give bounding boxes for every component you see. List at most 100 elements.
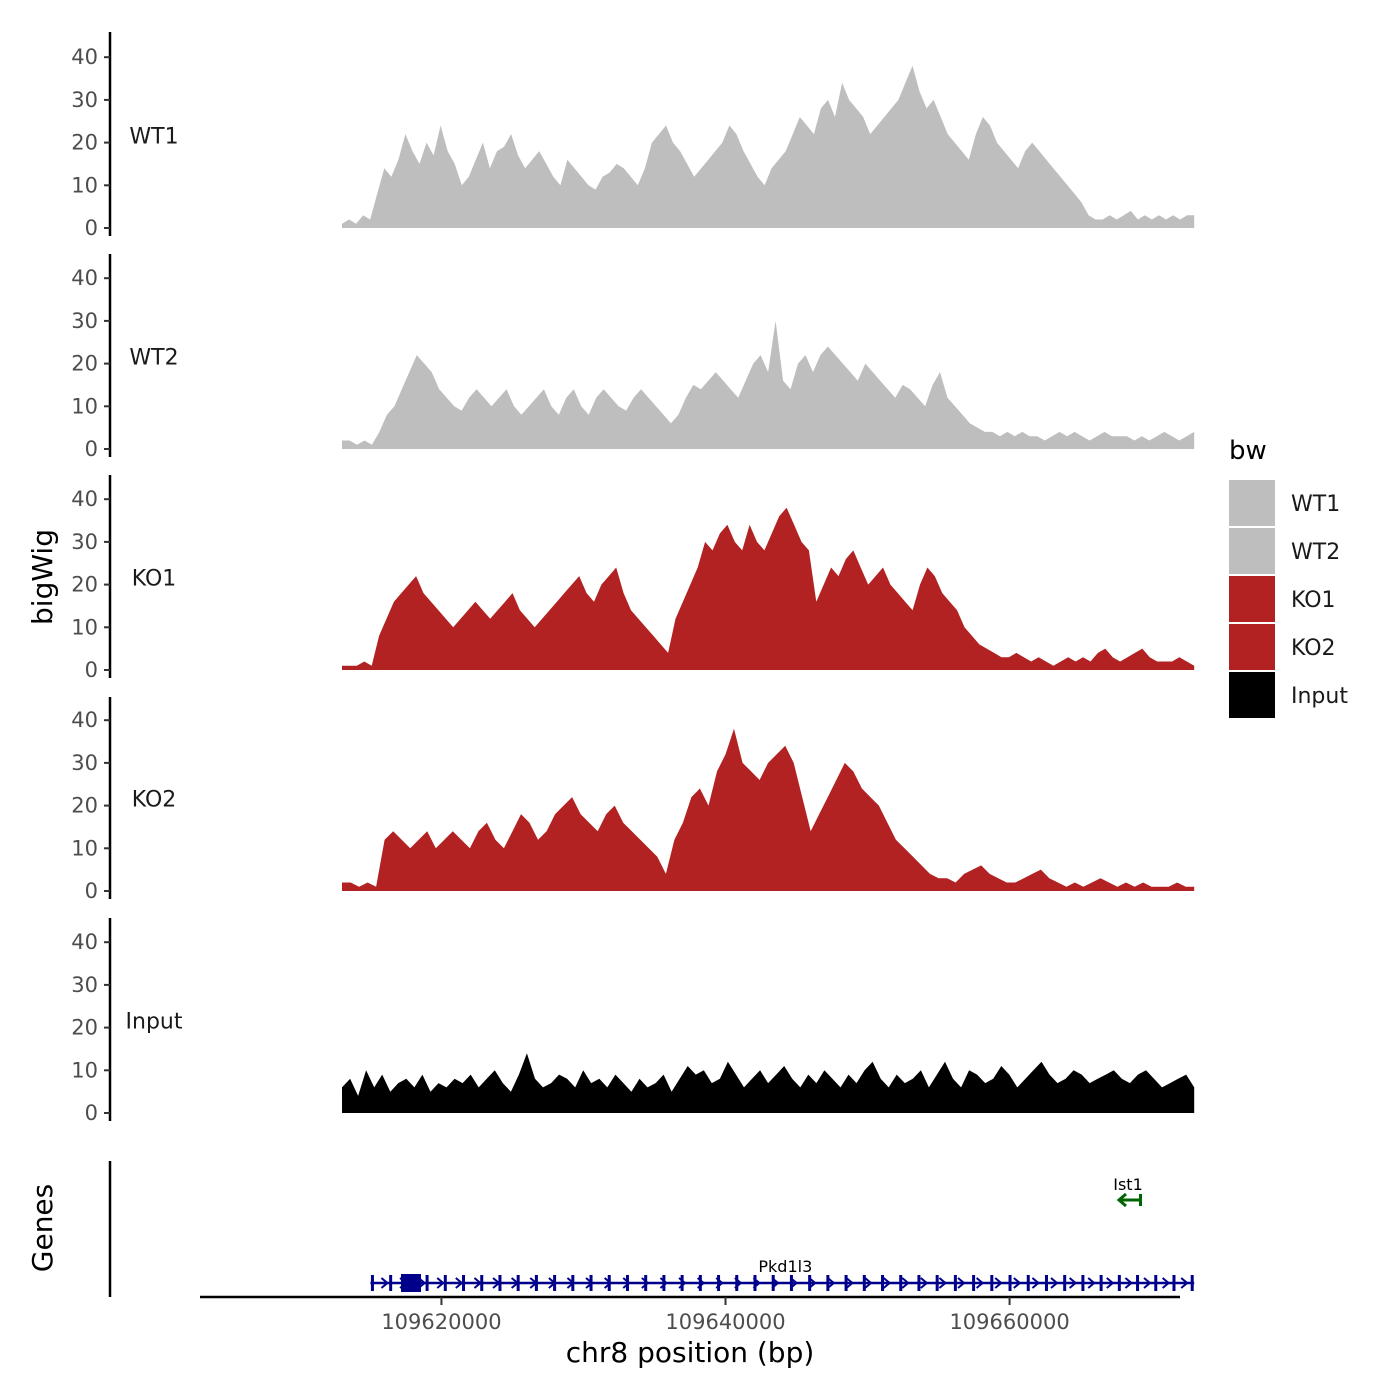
area-series-ko1	[342, 507, 1195, 670]
gene-pkd1l3-exon	[644, 1275, 648, 1291]
y-tick-label: 30	[71, 973, 98, 997]
gene-pkd1l3-strand-arrow	[994, 1277, 1003, 1289]
area-series-wt1	[342, 65, 1195, 228]
gene-pkd1l3-strand-arrow	[641, 1277, 650, 1289]
gene-pkd1l3-exon	[1044, 1275, 1048, 1291]
y-tick-label: 20	[71, 131, 98, 155]
y-tick-label: 40	[71, 708, 98, 732]
gene-pkd1l3-strand-arrow	[827, 1277, 836, 1289]
y-tick-label: 30	[71, 88, 98, 112]
gene-pkd1l3-strand-arrow	[1106, 1277, 1115, 1289]
gene-pkd1l3-exon	[662, 1275, 666, 1291]
area-series-wt2	[342, 320, 1195, 449]
gene-pkd1l3-strand-arrow	[1180, 1277, 1189, 1289]
legend-label-wt1: WT1	[1291, 492, 1340, 517]
gene-panel: Pkd1l3 Ist1	[108, 1161, 1195, 1297]
genes-axis-title: Genes	[26, 1184, 59, 1272]
gene-pkd1l3-strand-arrow	[380, 1277, 389, 1289]
y-tick-label: 40	[71, 45, 98, 69]
gene-pkd1l3-strand-arrow	[734, 1277, 743, 1289]
gene-label-pkd1l3: Pkd1l3	[758, 1257, 812, 1276]
gene-pkd1l3-exon	[1136, 1275, 1140, 1291]
y-tick-label: 0	[85, 879, 98, 903]
gene-pkd1l3-exon	[389, 1275, 393, 1291]
gene-ist1-exon	[1139, 1194, 1142, 1206]
gene-pkd1l3-exon	[1190, 1275, 1194, 1291]
y-tick-label: 10	[71, 836, 98, 860]
y-tick-label: 40	[71, 930, 98, 954]
track-label-wt1: WT1	[129, 125, 178, 150]
gene-pkd1l3-strand-arrow	[659, 1277, 668, 1289]
gene-pkd1l3-strand-arrow	[603, 1277, 613, 1289]
legend-swatch-wt1	[1229, 480, 1275, 526]
legend-swatch-wt2	[1229, 528, 1275, 574]
gene-pkd1l3-exon	[899, 1275, 903, 1291]
signal-tracks: 0 10 20 30 40 WT1 0 10 20 30 40 WT2 0 10 20 30 40 KO1 0 10 2…	[71, 32, 1195, 1125]
gene-pkd1l3-strand-arrow	[417, 1277, 427, 1289]
gene-pkd1l3-exon	[826, 1275, 830, 1291]
y-tick-label: 10	[71, 1058, 98, 1082]
gene-pkd1l3-strand-arrow	[585, 1277, 594, 1289]
legend-title: bw	[1229, 436, 1267, 466]
gene-pkd1l3-exon	[1026, 1275, 1030, 1291]
gene-pkd1l3-exon	[753, 1275, 757, 1291]
gene-pkd1l3-exon	[680, 1275, 684, 1291]
gene-pkd1l3-strand-arrow	[622, 1277, 631, 1289]
gene-pkd1l3: Pkd1l3	[370, 1257, 1195, 1292]
gene-pkd1l3-exon	[462, 1275, 466, 1291]
gene-pkd1l3-strand-arrow	[975, 1277, 985, 1289]
y-tick-label: 20	[71, 794, 98, 818]
y-tick-label: 20	[71, 573, 98, 597]
track-ko2: 0 10 20 30 40 KO2	[71, 697, 1195, 903]
gene-pkd1l3-strand-arrow	[1143, 1277, 1152, 1289]
gene-pkd1l3-exon	[1117, 1275, 1121, 1291]
legend-label-ko1: KO1	[1291, 588, 1336, 613]
gene-pkd1l3-exon	[771, 1275, 775, 1291]
gene-pkd1l3-exon	[735, 1275, 739, 1291]
gene-pkd1l3-exon	[789, 1275, 793, 1291]
track-wt2: 0 10 20 30 40 WT2	[71, 254, 1195, 461]
track-input: 0 10 20 30 40 Input	[71, 918, 1195, 1125]
gene-pkd1l3-strand-arrow	[771, 1277, 780, 1289]
gene-pkd1l3-strand-arrow	[920, 1277, 929, 1289]
track-ko1: 0 10 20 30 40 KO1	[71, 475, 1195, 682]
gene-pkd1l3-strand-arrow	[473, 1277, 482, 1289]
gene-ist1-strand-arrow	[1116, 1192, 1127, 1208]
gene-pkd1l3-exon	[443, 1275, 447, 1291]
gene-pkd1l3-exon	[935, 1275, 939, 1291]
gene-pkd1l3-strand-arrow	[789, 1277, 799, 1289]
gene-pkd1l3-exon	[1154, 1275, 1158, 1291]
legend-label-ko2: KO2	[1291, 636, 1336, 661]
gene-pkd1l3-strand-arrow	[1013, 1277, 1022, 1289]
legend: bw WT1 WT2 KO1 KO2 Input	[1229, 436, 1348, 718]
gene-pkd1l3-strand-arrow	[1050, 1277, 1059, 1289]
y-tick-label: 30	[71, 751, 98, 775]
gene-pkd1l3-strand-arrow	[696, 1277, 706, 1289]
gene-pkd1l3-strand-arrow	[752, 1277, 761, 1289]
gene-pkd1l3-strand-arrow	[399, 1277, 408, 1289]
gene-pkd1l3-exon	[1099, 1275, 1103, 1291]
y-axis-title: bigWig	[26, 529, 59, 625]
area-series-ko2	[342, 728, 1195, 891]
y-tick-label: 30	[71, 309, 98, 333]
x-tick-label: 109640000	[665, 1310, 785, 1334]
gene-pkd1l3-strand-arrow	[1068, 1277, 1078, 1289]
track-wt1: 0 10 20 30 40 WT1	[71, 32, 1195, 240]
y-tick-label: 0	[85, 437, 98, 461]
gene-pkd1l3-exon	[844, 1275, 848, 1291]
gene-pkd1l3-exon	[1008, 1275, 1012, 1291]
gene-pkd1l3-strand-arrow	[1031, 1277, 1040, 1289]
y-tick-label: 20	[71, 1016, 98, 1040]
gene-pkd1l3-exon	[862, 1275, 866, 1291]
gene-pkd1l3-strand-arrow	[715, 1277, 724, 1289]
legend-swatch-input	[1229, 672, 1275, 718]
gene-pkd1l3-exon-large	[401, 1274, 421, 1292]
gene-pkd1l3-strand-arrow	[492, 1277, 501, 1289]
y-tick-label: 0	[85, 658, 98, 682]
gene-pkd1l3-strand-arrow	[566, 1277, 575, 1289]
gene-pkd1l3-strand-arrow	[1087, 1277, 1096, 1289]
gene-pkd1l3-exon	[425, 1275, 429, 1291]
gene-pkd1l3-strand-arrow	[957, 1277, 966, 1289]
gene-pkd1l3-exon	[698, 1275, 702, 1291]
